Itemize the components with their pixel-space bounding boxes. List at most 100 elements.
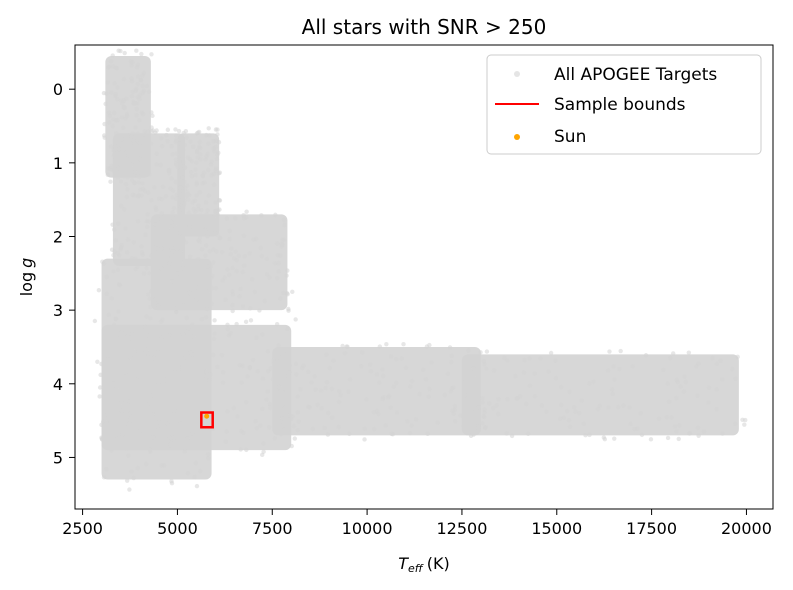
target-point (279, 423, 285, 429)
target-point (112, 110, 117, 116)
target-point (325, 432, 331, 437)
target-point (285, 268, 290, 273)
target-point (617, 366, 622, 372)
target-point (152, 245, 158, 251)
target-point (145, 129, 151, 134)
target-point (238, 447, 243, 452)
target-point (209, 301, 214, 307)
target-point (638, 411, 643, 416)
target-point (187, 254, 193, 259)
target-point (478, 350, 483, 355)
target-point (209, 159, 214, 164)
target-point (374, 372, 380, 377)
target-point (124, 478, 130, 483)
target-point (367, 362, 373, 367)
target-point (260, 376, 266, 381)
target-point (212, 149, 217, 154)
target-point (170, 215, 175, 220)
target-point (368, 369, 374, 374)
target-point (146, 351, 151, 357)
target-point (674, 395, 679, 401)
target-point (205, 452, 211, 457)
target-point (266, 425, 272, 430)
target-point (706, 400, 711, 405)
target-point (484, 349, 490, 354)
target-point (149, 253, 154, 258)
target-point (481, 358, 487, 364)
target-point (115, 85, 120, 90)
target-point (213, 138, 219, 143)
target-point (336, 399, 342, 405)
target-point (394, 410, 400, 415)
target-point (376, 411, 381, 417)
target-point (156, 303, 161, 308)
target-point (100, 259, 105, 264)
target-point (386, 393, 392, 399)
target-point (191, 144, 196, 149)
target-point (279, 416, 285, 421)
target-point (606, 405, 611, 410)
x-tick-label: 20000 (721, 519, 772, 538)
target-point (163, 193, 169, 199)
legend: All APOGEE Targets Sample bounds Sun (486, 54, 762, 155)
target-point (272, 436, 278, 441)
target-point (635, 426, 640, 431)
target-point (102, 135, 107, 140)
target-point (234, 268, 239, 274)
target-point (167, 170, 172, 176)
target-point (127, 336, 132, 341)
target-point (509, 433, 515, 439)
target-point (597, 403, 602, 409)
target-point (206, 193, 212, 198)
target-point (462, 380, 468, 385)
target-point (213, 168, 218, 173)
target-point (284, 290, 290, 296)
target-point (235, 414, 240, 419)
target-point (219, 352, 225, 358)
target-density-region (101, 324, 292, 451)
target-point (258, 423, 263, 428)
target-point (137, 429, 143, 434)
target-density-region (272, 346, 481, 436)
target-point (324, 380, 330, 385)
plot-frame (74, 44, 774, 510)
target-point (605, 368, 611, 373)
target-point (473, 376, 478, 381)
target-point (414, 417, 419, 422)
target-point (281, 217, 287, 223)
target-point (577, 410, 582, 416)
target-point (238, 286, 243, 292)
target-point (347, 377, 353, 382)
target-point (177, 157, 182, 162)
target-point (133, 256, 138, 261)
target-point (226, 272, 232, 278)
target-point (579, 398, 585, 403)
target-point (114, 436, 120, 442)
target-point (144, 224, 150, 229)
target-point (587, 432, 592, 438)
y-tick-label: 3 (53, 301, 63, 320)
target-point (182, 260, 187, 265)
target-point (696, 433, 701, 438)
target-point (260, 332, 265, 337)
target-point (245, 374, 250, 379)
target-point (123, 182, 129, 187)
target-point (630, 364, 635, 369)
target-point (163, 377, 168, 383)
x-axis-ticks: 2500 5000 7500 10000 12500 15000 17500 20000 (62, 509, 772, 538)
target-point (381, 394, 386, 400)
target-point (124, 194, 130, 200)
target-point (233, 216, 238, 221)
target-point (521, 370, 527, 375)
target-point (186, 210, 192, 216)
target-point (155, 350, 161, 355)
target-point (274, 241, 280, 246)
target-point (164, 132, 169, 138)
target-point (213, 286, 219, 291)
target-point (405, 419, 410, 424)
target-point (180, 331, 186, 337)
target-point (471, 366, 476, 371)
target-point (425, 431, 430, 436)
target-point (177, 141, 182, 146)
target-point (121, 98, 127, 103)
